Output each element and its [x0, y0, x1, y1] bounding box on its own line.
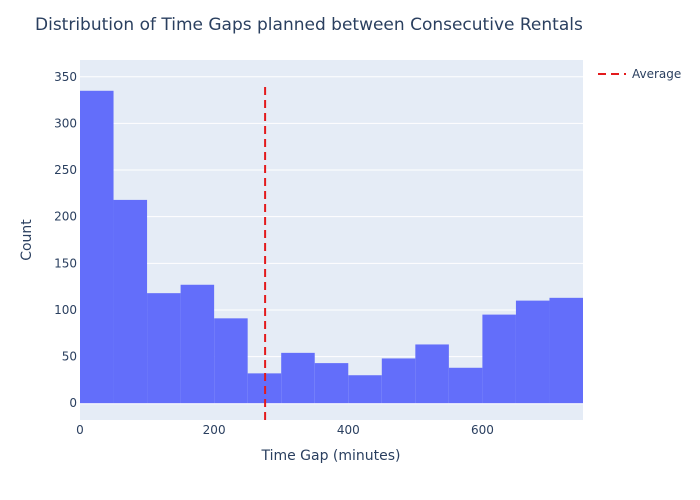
y-tick-label: 100 [54, 303, 77, 317]
y-tick-label: 200 [54, 210, 77, 224]
x-tick-label: 0 [76, 423, 84, 437]
x-tick-label: 400 [337, 423, 360, 437]
y-tick-label: 300 [54, 116, 77, 130]
histogram-bar[interactable] [348, 375, 382, 404]
x-axis-label: Time Gap (minutes) [260, 448, 400, 464]
histogram-bar[interactable] [180, 284, 215, 404]
histogram-bar[interactable] [515, 300, 550, 404]
x-tick-label: 600 [471, 423, 494, 437]
histogram-bar[interactable] [448, 367, 483, 404]
histogram-bar[interactable] [113, 199, 148, 404]
x-tick-label: 200 [203, 423, 226, 437]
x-tick-labels: 0 200 400 600 [76, 423, 494, 437]
y-tick-label: 250 [54, 163, 77, 177]
histogram-bar[interactable] [415, 344, 449, 404]
histogram-bar[interactable] [381, 358, 416, 404]
histogram-bar[interactable] [482, 314, 516, 404]
y-axis-label: Count [19, 219, 35, 261]
y-tick-labels: 0 50 100 150 200 250 300 350 [54, 70, 77, 410]
y-tick-label: 350 [54, 70, 77, 84]
chart-title: Distribution of Time Gaps planned betwee… [35, 15, 583, 35]
y-tick-label: 150 [54, 256, 77, 270]
legend[interactable]: Average [598, 67, 681, 81]
y-tick-label: 0 [69, 396, 77, 410]
legend-average-label: Average [632, 67, 681, 81]
histogram-bar[interactable] [314, 363, 349, 404]
histogram-bar[interactable] [147, 293, 181, 404]
histogram-bar[interactable] [281, 352, 315, 404]
histogram-bar[interactable] [549, 297, 583, 404]
histogram-bar[interactable] [214, 318, 248, 404]
histogram-bar[interactable] [80, 90, 114, 404]
y-tick-label: 50 [62, 350, 77, 364]
histogram-bars [80, 90, 583, 404]
